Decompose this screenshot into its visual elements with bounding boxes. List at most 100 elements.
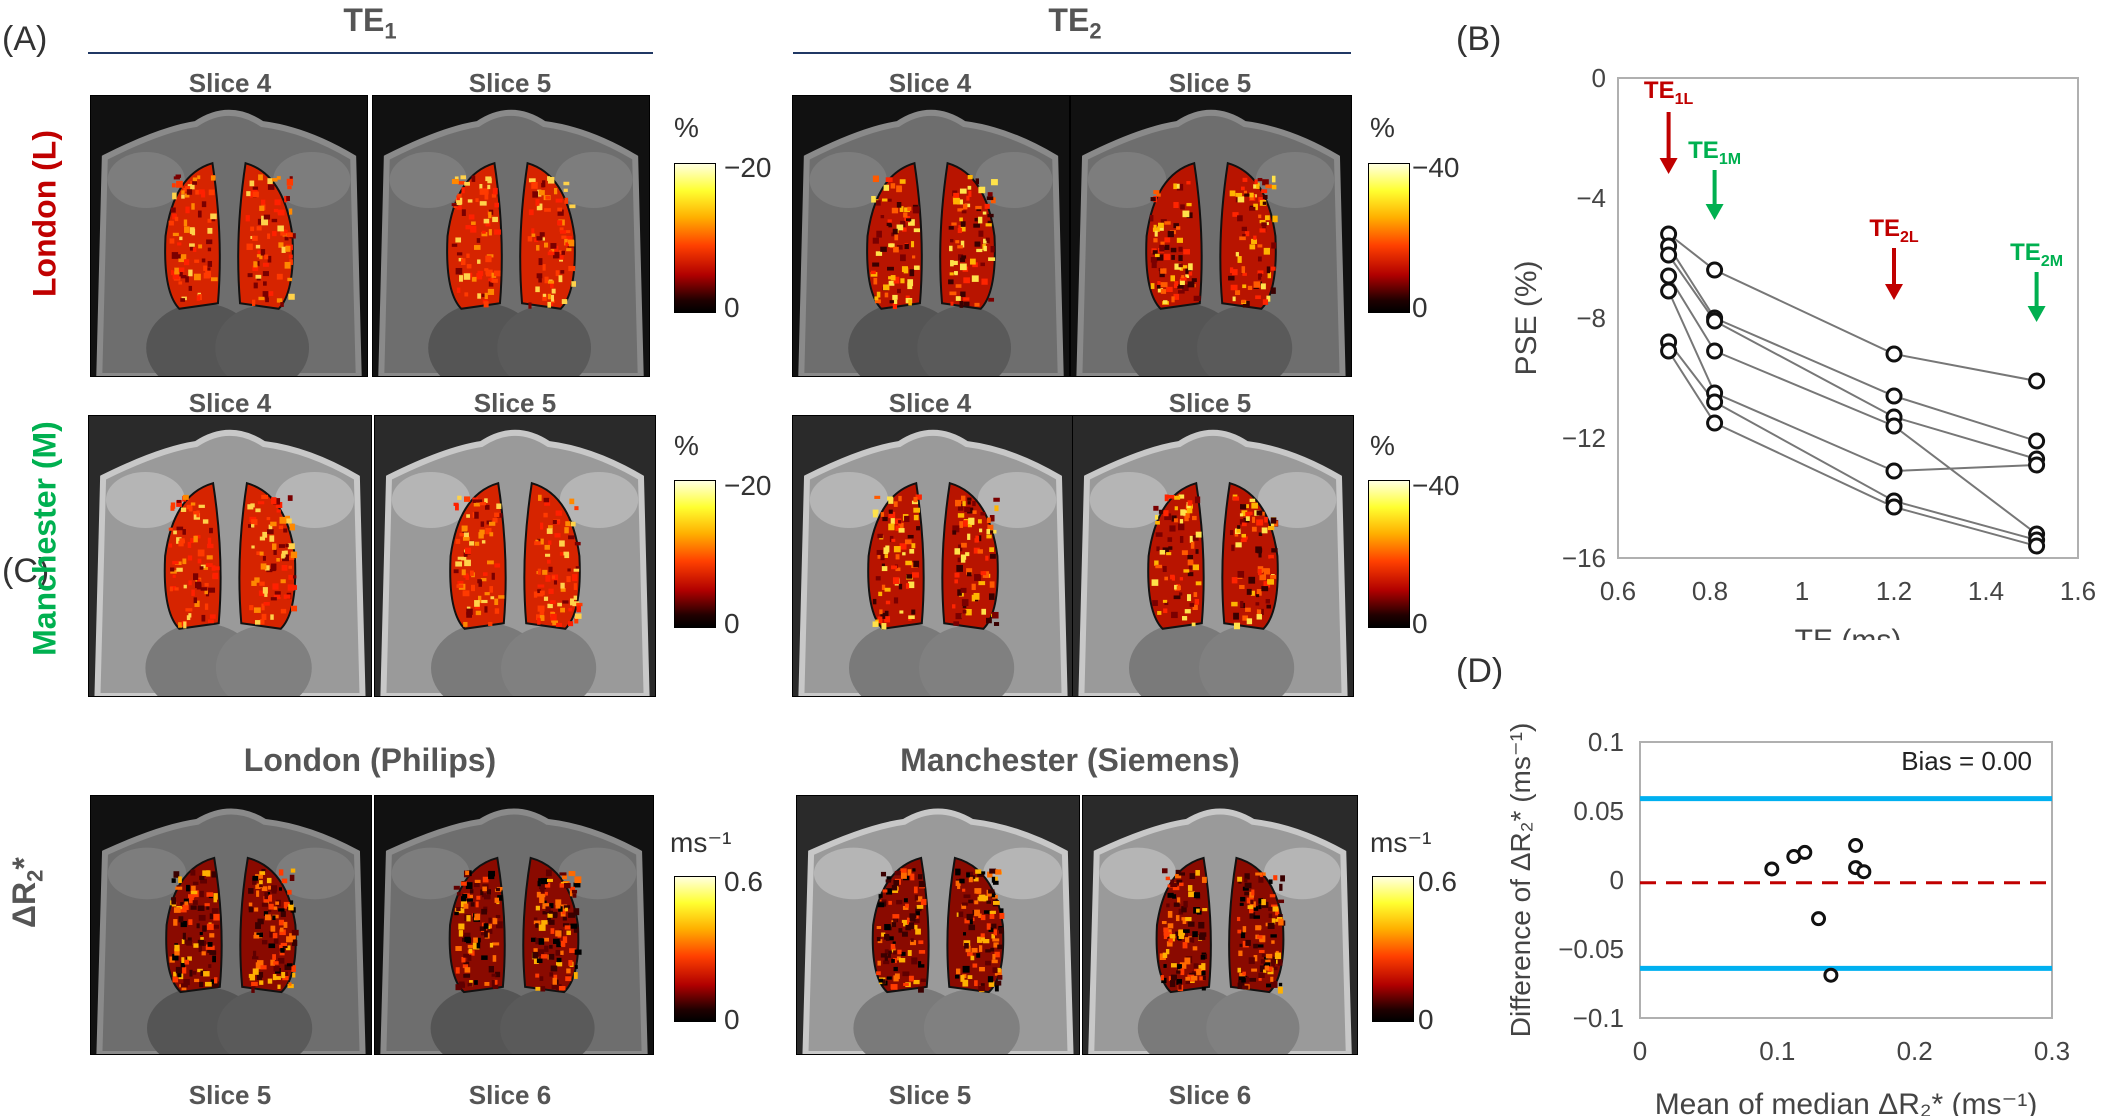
x-tick-label: 0.6 [1600, 576, 1636, 606]
colorbar-tick: −40 [1412, 152, 1460, 183]
data-point [1856, 864, 1872, 880]
colorbar-tick: 0 [1412, 608, 1428, 639]
panel-label-c: (C) [2, 552, 50, 590]
data-point [1706, 393, 1724, 411]
mri-slice-image [1072, 415, 1354, 697]
data-point [1823, 967, 1839, 983]
x-axis-label: Mean of median ΔR₂* (ms⁻¹) [1655, 1088, 2038, 1116]
series-line [1667, 245, 2037, 442]
data-point [1706, 342, 1724, 360]
site-label-manchester: Manchester (M) [26, 421, 63, 656]
te-arrow-label: TE2L [1869, 215, 1919, 246]
colorbar [1368, 480, 1410, 628]
colorbar-unit: % [1370, 430, 1395, 461]
y-axis-label: Difference of ΔR₂* (ms⁻¹) [1505, 723, 1536, 1038]
data-point [1660, 342, 1678, 360]
data-point [1797, 844, 1813, 860]
x-tick-label: 0.2 [1897, 1036, 1933, 1066]
data-point [1885, 498, 1903, 516]
y-tick-label: 0.1 [1588, 727, 1624, 757]
slice-label: Slice 5 [188, 1080, 272, 1110]
slice-label: Slice 5 [473, 388, 557, 418]
y-tick-label: −0.05 [1558, 934, 1624, 964]
y-tick-label: 0.05 [1573, 796, 1624, 826]
data-point [1885, 462, 1903, 480]
mri-slice-image [374, 415, 656, 697]
panel-label-a: (A) [2, 20, 48, 58]
x-axis-label: TE (ms) [1795, 624, 1902, 640]
london-scanner-title: London (Philips) [243, 742, 497, 778]
mri-slice-image [1070, 95, 1352, 377]
slice-label: Slice 5 [1168, 68, 1252, 98]
te-arrow-label: TE1L [1644, 77, 1694, 108]
mri-slice-image [1082, 795, 1358, 1055]
slice-label: Slice 5 [1168, 388, 1252, 418]
colorbar-tick: 0 [724, 1004, 740, 1035]
mri-slice-image [88, 415, 372, 697]
mri-slice-image [90, 795, 372, 1055]
colorbar-tick: −20 [724, 152, 772, 183]
data-point [1885, 387, 1903, 405]
x-tick-label: 0.3 [2034, 1036, 2070, 1066]
data-point [2028, 372, 2046, 390]
colorbar [1368, 163, 1410, 313]
colorbar-tick: 0 [724, 608, 740, 639]
te-arrow-label: TE1M [1688, 137, 1741, 168]
y-axis-label: PSE (%) [1510, 260, 1543, 375]
colorbar-unit: % [674, 430, 699, 461]
y-tick-label: 0 [1610, 865, 1624, 895]
y-tick-label: 0 [1592, 63, 1606, 93]
slice-label: Slice 4 [188, 388, 272, 418]
te1-header: TE1 [343, 2, 397, 44]
data-point [2028, 456, 2046, 474]
y-tick-label: −8 [1576, 303, 1606, 333]
slice-label: Slice 5 [888, 1080, 972, 1110]
slice-label: Slice 6 [1168, 1080, 1252, 1110]
data-point [2028, 537, 2046, 555]
data-point [1706, 414, 1724, 432]
bland-altman-chart: 0 0.1 0.2 0.3 0.1 0.05 0 −0.05 −0.1 Bias = 0.00 Me… [1505, 723, 2070, 1116]
slice-label: Slice 4 [888, 68, 972, 98]
plot-frame [1639, 741, 2053, 1019]
colorbar [674, 163, 716, 313]
x-tick-label: 0 [1633, 1036, 1647, 1066]
mri-slice-image [796, 795, 1080, 1055]
pse-vs-te-chart: 0.6 0.8 1 1.2 1.4 1.6 0 −4 −8 −12 −16 TE (ms) PSE (%… [1510, 63, 2096, 640]
delta-r2-row-label: ΔR2* [6, 857, 48, 928]
colorbar-unit: ms⁻¹ [670, 827, 732, 858]
plot-frame [1617, 77, 2079, 559]
mri-slice-image [372, 95, 650, 377]
colorbar-tick: 0 [724, 292, 740, 323]
te-arrow-head [1659, 158, 1678, 174]
colorbar-tick: 0.6 [1418, 866, 1457, 897]
te-arrow-head [2027, 306, 2046, 322]
data-point [1885, 345, 1903, 363]
x-tick-label: 0.8 [1692, 576, 1728, 606]
manchester-scanner-title: Manchester (Siemens) [900, 742, 1240, 778]
series-line [1667, 350, 2037, 547]
x-tick-label: 1.2 [1876, 576, 1912, 606]
site-label-london: London (L) [26, 129, 63, 298]
colorbar-unit: % [674, 112, 699, 143]
slice-label: Slice 4 [188, 68, 272, 98]
y-tick-label: −0.1 [1573, 1003, 1624, 1033]
data-point [1848, 838, 1864, 853]
mri-slice-image [374, 795, 654, 1055]
series-line [1667, 233, 2037, 382]
x-tick-label: 1.6 [2060, 576, 2096, 606]
slice-label: Slice 5 [468, 68, 552, 98]
colorbar [1372, 876, 1414, 1022]
colorbar-tick: 0 [1418, 1004, 1434, 1035]
colorbar-tick: −40 [1412, 470, 1460, 501]
te2-underline [793, 52, 1351, 54]
slice-label: Slice 6 [468, 1080, 552, 1110]
data-point [1706, 312, 1724, 330]
bias-annotation: Bias = 0.00 [1901, 746, 2032, 776]
slice-label: Slice 4 [888, 388, 972, 418]
te-arrow-head [1705, 204, 1724, 220]
x-tick-label: 1 [1795, 576, 1809, 606]
te1-underline [88, 52, 653, 54]
data-point [1660, 246, 1678, 264]
data-point [1660, 282, 1678, 300]
y-tick-label: −16 [1562, 543, 1606, 573]
